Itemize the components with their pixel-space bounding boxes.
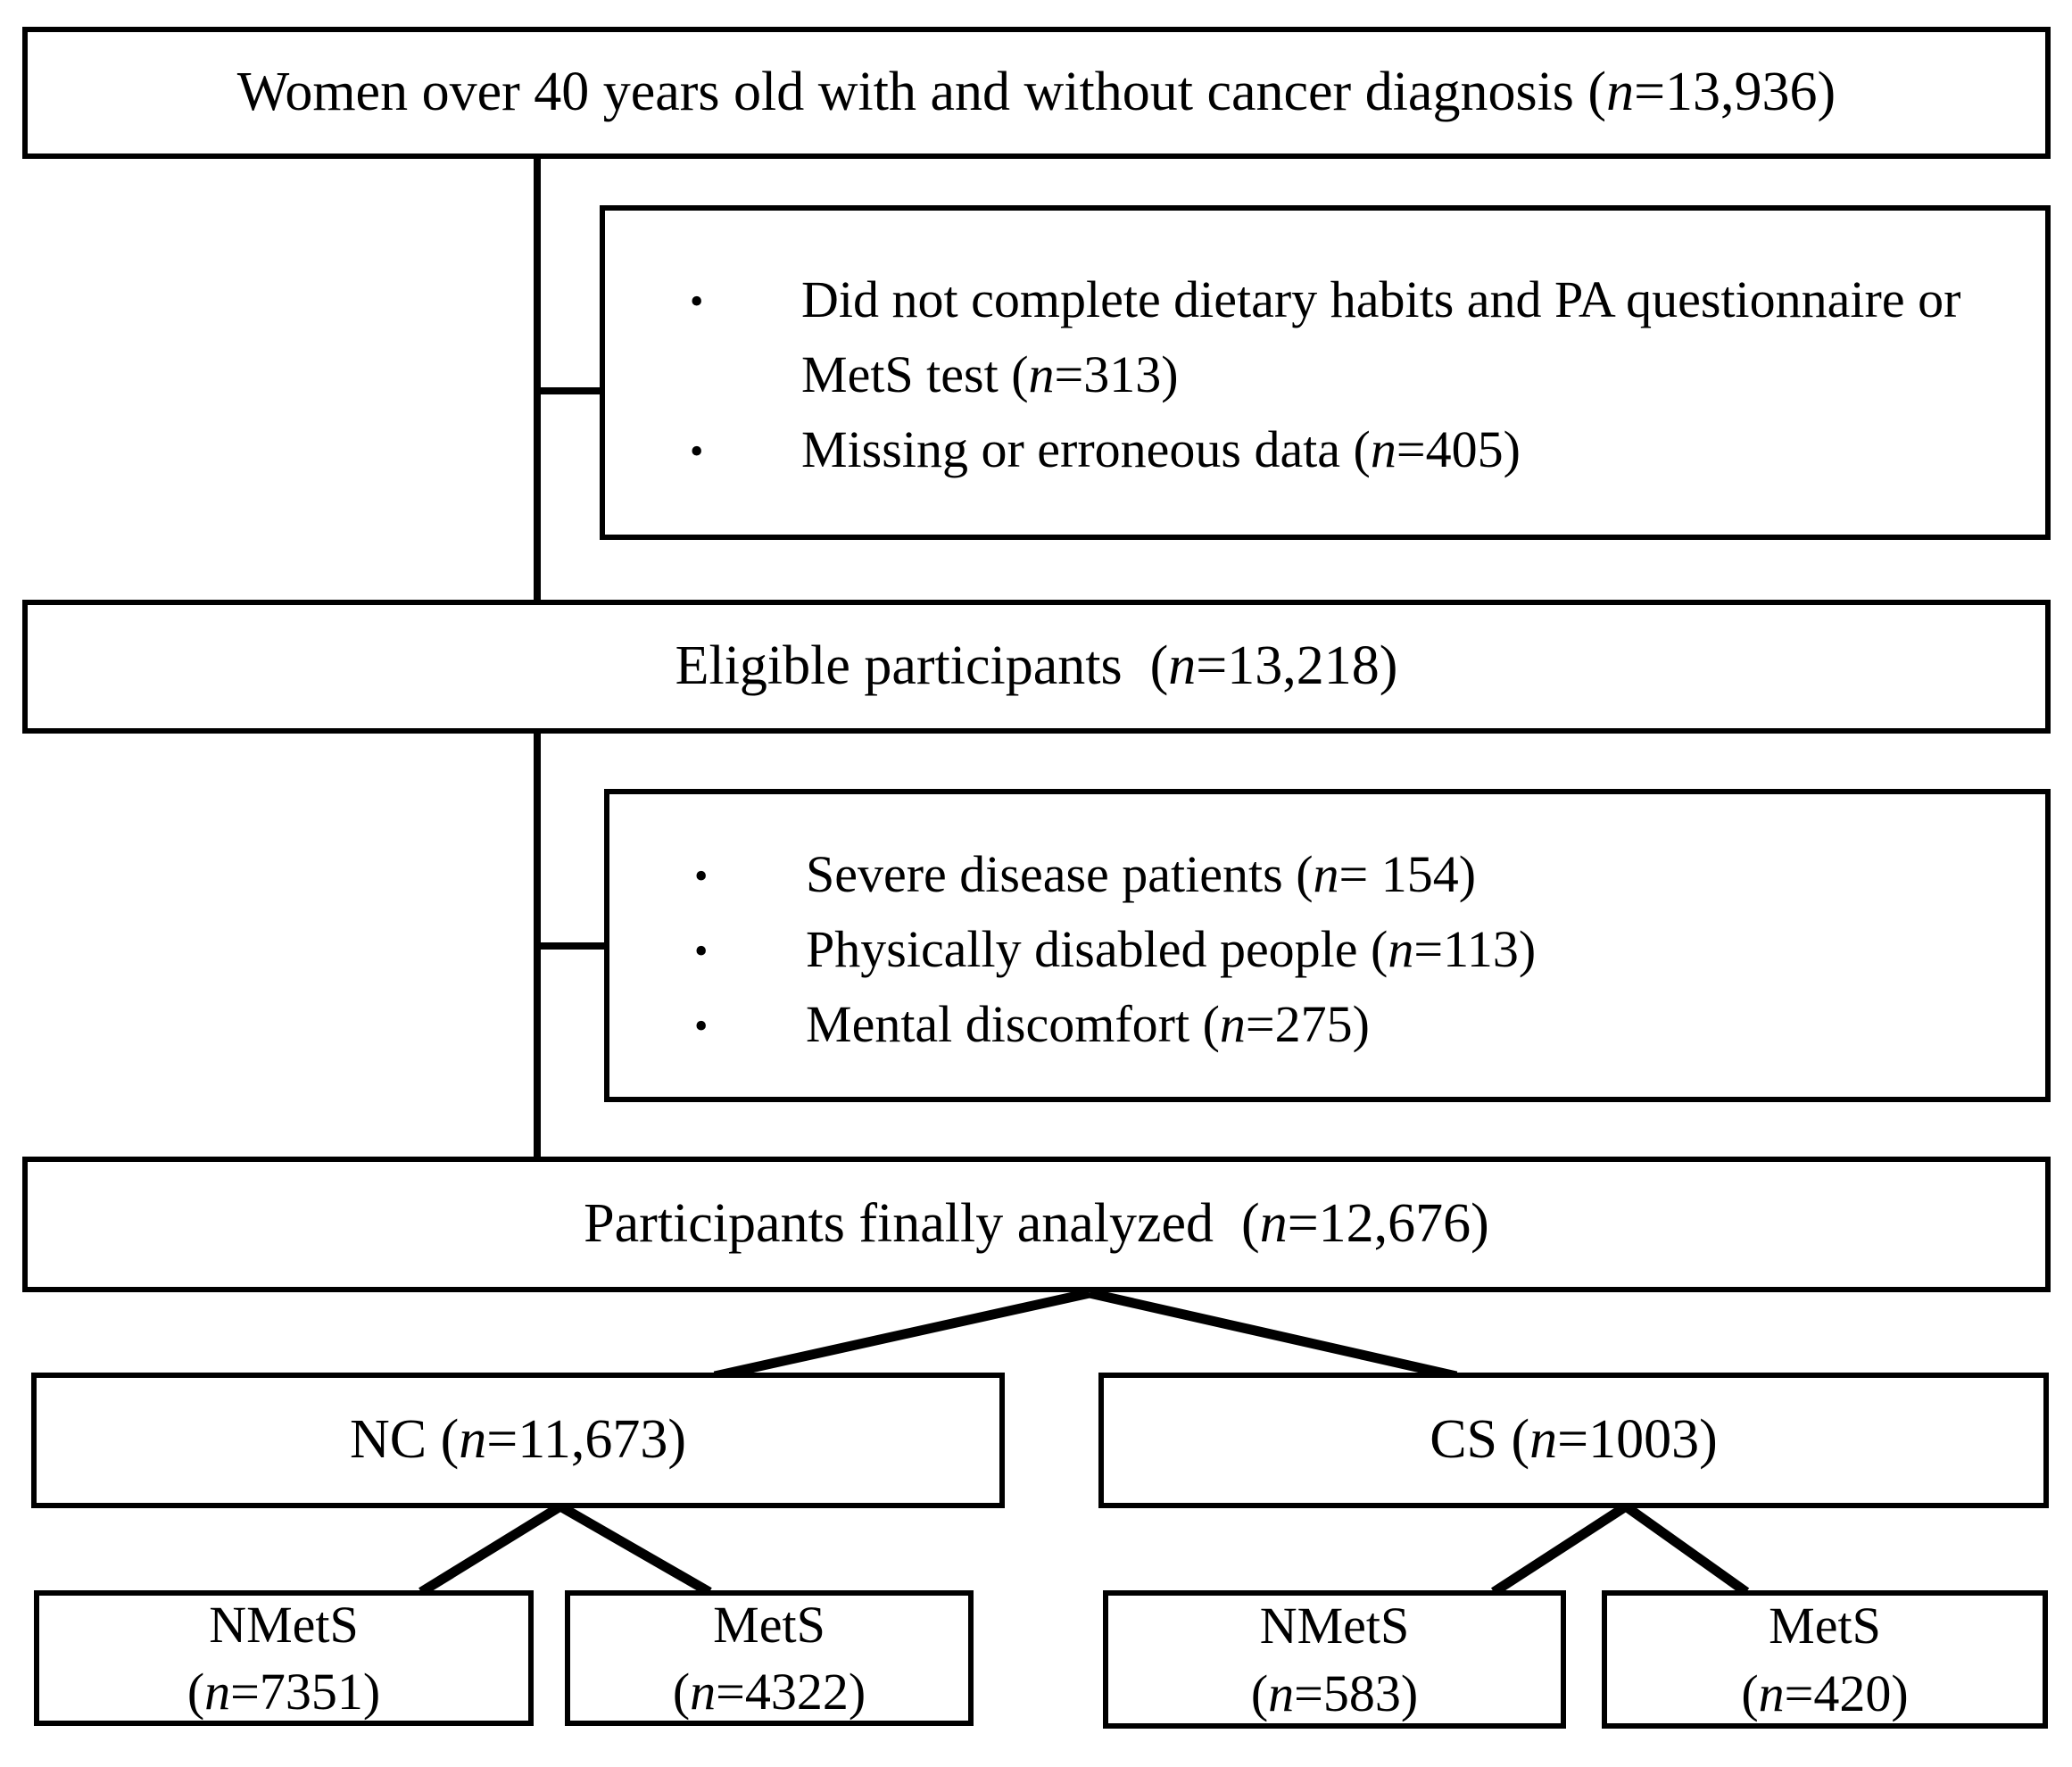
- bullet-icon: •: [694, 1004, 709, 1049]
- text-segment: CS (: [1430, 1409, 1530, 1471]
- exclusion-1-item-2-text: Missing or erroneous data (n=405): [801, 412, 1521, 487]
- text-segment: Did not complete dietary habits and PA q…: [801, 270, 1974, 404]
- n-variable: n: [1606, 62, 1635, 123]
- text-segment: =405): [1396, 420, 1521, 479]
- n-variable: n: [1313, 845, 1339, 903]
- cs-split-right: [1622, 1502, 1750, 1597]
- n-variable: n: [1529, 1409, 1558, 1471]
- text-segment: (: [672, 1663, 691, 1721]
- text-segment: Physically disabled people (: [806, 920, 1388, 979]
- text-segment: Participants finally analyzed (: [584, 1193, 1260, 1255]
- n-variable: n: [1370, 420, 1397, 479]
- text-segment: =4322): [716, 1663, 866, 1721]
- box-initial-population: Women over 40 years old with and without…: [22, 27, 2051, 159]
- box-cs-mets: MetS (n=420): [1602, 1590, 2048, 1729]
- text-segment: =420): [1784, 1663, 1909, 1722]
- exclusion-1-item-2: • Missing or erroneous data (n=405): [690, 412, 2010, 487]
- text-segment: MetS: [713, 1595, 825, 1654]
- bullet-icon: •: [694, 929, 709, 974]
- exclusion-1-item-1: • Did not complete dietary habits and PA…: [690, 262, 2010, 412]
- box-nc-group: NC (n=11,673): [31, 1373, 1005, 1508]
- bullet-icon: •: [694, 854, 709, 898]
- bullet-icon: •: [690, 429, 704, 474]
- text-segment: Eligible participants (: [675, 635, 1169, 697]
- exclusion-2-item-2: • Physically disabled people (n=113): [694, 912, 2010, 987]
- exclusion-2-item-1-text: Severe disease patients (n= 154): [806, 837, 1476, 912]
- n-variable: n: [1168, 635, 1197, 697]
- exclusion-1-item-1-text: Did not complete dietary habits and PA q…: [801, 262, 2010, 412]
- nc-nmets-text: NMetS (n=7351): [187, 1591, 380, 1726]
- text-segment: NMetS: [1259, 1597, 1410, 1655]
- text-segment: MetS: [1769, 1597, 1881, 1655]
- box-exclusion-2: • Severe disease patients (n= 154) • Phy…: [604, 789, 2051, 1102]
- box-eligible-participants: Eligible participants (n=13,218): [22, 600, 2051, 734]
- cs-group-text: CS (n=1003): [1430, 1406, 1718, 1475]
- n-variable: n: [204, 1663, 231, 1721]
- text-segment: =1003): [1557, 1409, 1718, 1471]
- box-final-analyzed: Participants finally analyzed (n=12,676): [22, 1157, 2051, 1292]
- box-exclusion-1: • Did not complete dietary habits and PA…: [600, 205, 2051, 540]
- n-variable: n: [1219, 995, 1246, 1054]
- cs-mets-text: MetS (n=420): [1741, 1592, 1908, 1727]
- nc-split-right: [558, 1502, 712, 1597]
- text-segment: (: [1250, 1663, 1269, 1722]
- n-variable: n: [1268, 1663, 1295, 1722]
- text-segment: =313): [1054, 345, 1179, 404]
- n-variable: n: [459, 1409, 487, 1471]
- box-nc-mets: MetS (n=4322): [565, 1590, 974, 1726]
- cs-split-left: [1491, 1502, 1629, 1597]
- final-analyzed-text: Participants finally analyzed (n=12,676): [584, 1190, 1489, 1259]
- nc-split-left: [419, 1502, 563, 1597]
- eligible-participants-text: Eligible participants (n=13,218): [675, 632, 1398, 701]
- nc-mets-text: MetS (n=4322): [673, 1591, 866, 1726]
- text-segment: =113): [1413, 920, 1537, 979]
- text-segment: (: [1741, 1663, 1759, 1722]
- n-variable: n: [1758, 1663, 1785, 1722]
- cs-nmets-text: NMetS (n=583): [1251, 1592, 1418, 1727]
- exclusion-2-item-3-text: Mental discomfort (n=275): [806, 987, 1370, 1062]
- text-segment: =275): [1245, 995, 1370, 1054]
- box-cs-nmets: NMetS (n=583): [1103, 1590, 1566, 1729]
- n-variable: n: [1259, 1193, 1288, 1255]
- text-segment: (: [186, 1663, 205, 1721]
- text-segment: = 154): [1339, 845, 1477, 903]
- split-line-nc: [713, 1288, 1091, 1381]
- initial-population-text: Women over 40 years old with and without…: [237, 58, 1836, 128]
- text-segment: =583): [1294, 1663, 1419, 1722]
- text-segment: Severe disease patients (: [806, 845, 1314, 903]
- text-segment: Missing or erroneous data (: [801, 420, 1371, 479]
- exclusion-2-item-1: • Severe disease patients (n= 154): [694, 837, 2010, 912]
- exclusion-2-item-2-text: Physically disabled people (n=113): [806, 912, 1536, 987]
- n-variable: n: [1388, 920, 1414, 979]
- text-segment: =13,218): [1196, 635, 1398, 697]
- text-segment: =7351): [230, 1663, 381, 1721]
- box-cs-group: CS (n=1003): [1098, 1373, 2049, 1508]
- text-segment: =12,676): [1287, 1193, 1489, 1255]
- text-segment: =13,936): [1634, 62, 1836, 123]
- text-segment: Women over 40 years old with and without…: [236, 62, 1607, 123]
- n-variable: n: [1028, 345, 1055, 404]
- exclusion-2-item-3: • Mental discomfort (n=275): [694, 987, 2010, 1062]
- split-line-cs: [1088, 1288, 1458, 1381]
- nc-group-text: NC (n=11,673): [350, 1406, 686, 1475]
- text-segment: NC (: [349, 1409, 460, 1471]
- text-segment: NMetS: [209, 1595, 359, 1654]
- n-variable: n: [690, 1663, 717, 1721]
- text-segment: =11,673): [486, 1409, 687, 1471]
- bullet-icon: •: [690, 279, 704, 323]
- text-segment: Mental discomfort (: [806, 995, 1220, 1054]
- box-nc-nmets: NMetS (n=7351): [34, 1590, 534, 1726]
